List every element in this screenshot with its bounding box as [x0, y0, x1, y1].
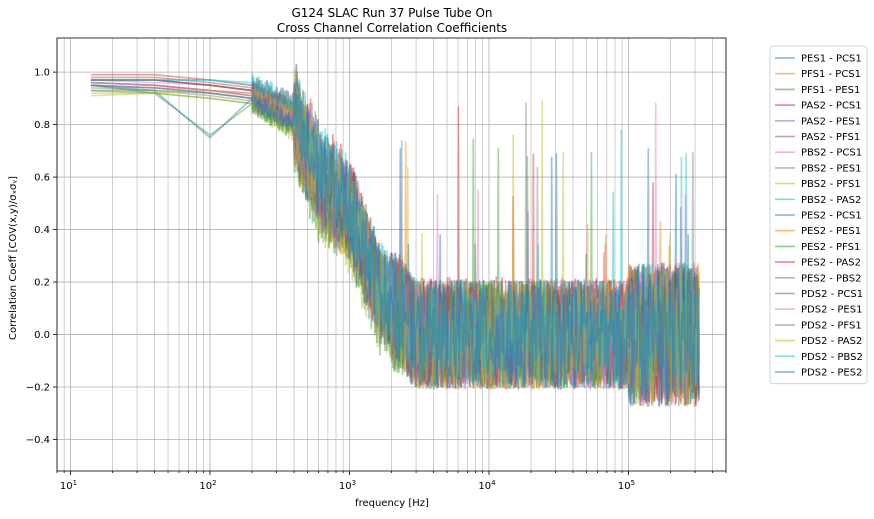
- legend-label: PAS2 - PES1: [801, 116, 861, 127]
- series-line: [90, 71, 700, 407]
- legend-label: PES2 - PES1: [801, 226, 861, 237]
- series-line: [90, 79, 700, 407]
- legend-label: PBS2 - PAS2: [801, 195, 861, 206]
- y-tick-label: 0.4: [34, 225, 50, 236]
- legend-label: PDS2 - PES2: [801, 368, 862, 379]
- chart-title: G124 SLAC Run 37 Pulse Tube On: [291, 6, 492, 20]
- series-line: [90, 81, 700, 404]
- series-line: [90, 75, 700, 406]
- series-line: [90, 87, 700, 407]
- y-tick-label: 0.2: [34, 278, 50, 289]
- x-tick-label: 103: [339, 479, 356, 492]
- legend-label: PES1 - PCS1: [801, 54, 862, 65]
- series-line: [90, 78, 700, 407]
- series-line: [90, 76, 700, 407]
- y-tick-label: 1.0: [34, 68, 50, 79]
- legend-label: PBS2 - PCS1: [801, 148, 862, 159]
- legend-label: PDS2 - PBS2: [801, 352, 863, 363]
- series-line: [90, 82, 700, 407]
- legend-label: PDS2 - PFS1: [801, 320, 862, 331]
- y-tick-label: 0.0: [34, 330, 50, 341]
- y-axis-label: Correlation Coeff [COV(x,y)/σₓσᵧ]: [8, 176, 19, 340]
- legend-label: PDS2 - PAS2: [801, 336, 862, 347]
- legend-label: PES2 - PFS1: [801, 242, 860, 253]
- legend-label: PES2 - PBS2: [801, 273, 861, 284]
- y-tick-label: −0.2: [26, 383, 50, 394]
- series-line: [90, 65, 700, 402]
- series-line: [90, 79, 700, 407]
- legend-label: PFS1 - PES1: [801, 85, 860, 96]
- axis-ticks: 101 102 103 104 105 −0.4 −0.2 0.0 0.2 0.4 0.6 0.8 1.…: [26, 68, 727, 492]
- y-tick-label: 0.6: [34, 173, 50, 184]
- legend-label: PBS2 - PES1: [801, 163, 861, 174]
- series-line: [90, 92, 700, 407]
- series-line: [90, 84, 700, 403]
- grid-lines: [56, 38, 727, 471]
- series-line: [90, 84, 700, 407]
- x-tick-label: 104: [478, 479, 496, 492]
- series-line: [90, 84, 700, 407]
- y-tick-label: −0.4: [26, 435, 50, 446]
- legend: PES1 - PCS1 PFS1 - PCS1 PFS1 - PES1 PAS2 - …: [769, 45, 868, 385]
- legend-label: PES2 - PCS1: [801, 211, 862, 222]
- legend-label: PFS1 - PCS1: [801, 69, 861, 80]
- series-line: [90, 89, 700, 407]
- legend-label: PAS2 - PCS1: [801, 101, 862, 112]
- legend-label: PDS2 - PCS1: [801, 289, 863, 300]
- series-line: [90, 84, 700, 406]
- legend-label: PBS2 - PFS1: [801, 179, 861, 190]
- legend-label: PES2 - PAS2: [801, 258, 861, 269]
- legend-box: [769, 45, 868, 385]
- x-tick-label: 105: [618, 479, 635, 492]
- series-lines: [90, 63, 700, 407]
- series-line: [90, 80, 700, 405]
- x-axis-label: frequency [Hz]: [355, 498, 429, 509]
- series-line: [90, 69, 700, 407]
- series-line: [90, 85, 700, 405]
- series-line: [90, 63, 700, 406]
- legend-label: PDS2 - PES1: [801, 305, 862, 316]
- x-tick-label: 102: [199, 479, 216, 492]
- x-tick-label: 101: [60, 479, 77, 492]
- chart-subtitle: Cross Channel Correlation Coefficients: [277, 21, 507, 35]
- series-line: [90, 79, 700, 406]
- y-tick-label: 0.8: [34, 120, 50, 131]
- legend-label: PAS2 - PFS1: [801, 132, 860, 143]
